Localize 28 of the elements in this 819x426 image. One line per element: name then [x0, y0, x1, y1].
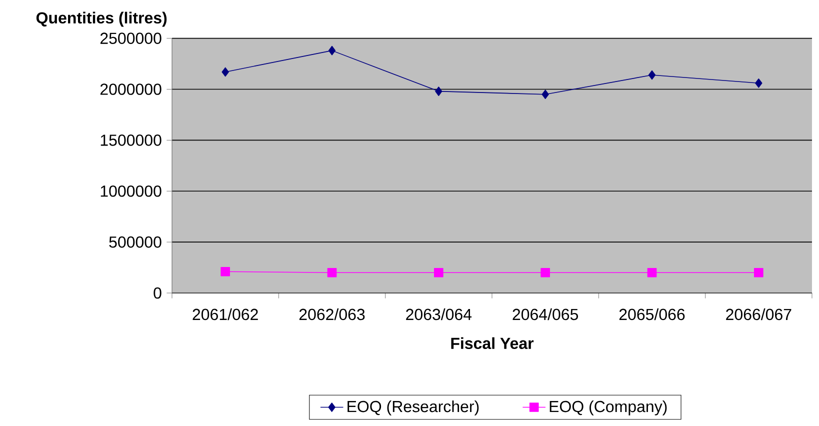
y-tick-label: 2500000	[100, 32, 162, 44]
x-tick-label: 2062/063	[299, 308, 365, 320]
point	[435, 86, 442, 96]
x-tick-label: 2066/067	[726, 308, 792, 320]
point	[542, 90, 549, 100]
legend-label: EOQ (Researcher)	[348, 400, 479, 416]
point	[755, 78, 762, 88]
y-tick-label: 1500000	[100, 134, 162, 146]
y-tick-label: 1000000	[100, 185, 162, 197]
x-tick-label: 2063/064	[406, 308, 472, 320]
x-tick-label: 2064/065	[512, 308, 578, 320]
point	[647, 268, 657, 278]
point	[327, 268, 337, 278]
point	[648, 70, 656, 80]
y-tick-label: 2000000	[100, 84, 162, 95]
x-tick-label: 2061/062	[192, 308, 258, 320]
point	[754, 268, 764, 278]
y-tick-label: 500000	[109, 236, 162, 248]
legend-label: EOQ (Company)	[550, 400, 667, 416]
point	[220, 266, 230, 276]
y-axis-title: Quentities (litres)	[36, 12, 167, 27]
x-axis-title: Fiscal Year	[451, 337, 534, 350]
point	[434, 268, 444, 278]
point	[540, 268, 550, 278]
point	[328, 46, 336, 56]
y-tick-label: 0	[154, 287, 162, 299]
point	[222, 67, 229, 77]
x-tick-label: 2065/066	[619, 308, 685, 320]
